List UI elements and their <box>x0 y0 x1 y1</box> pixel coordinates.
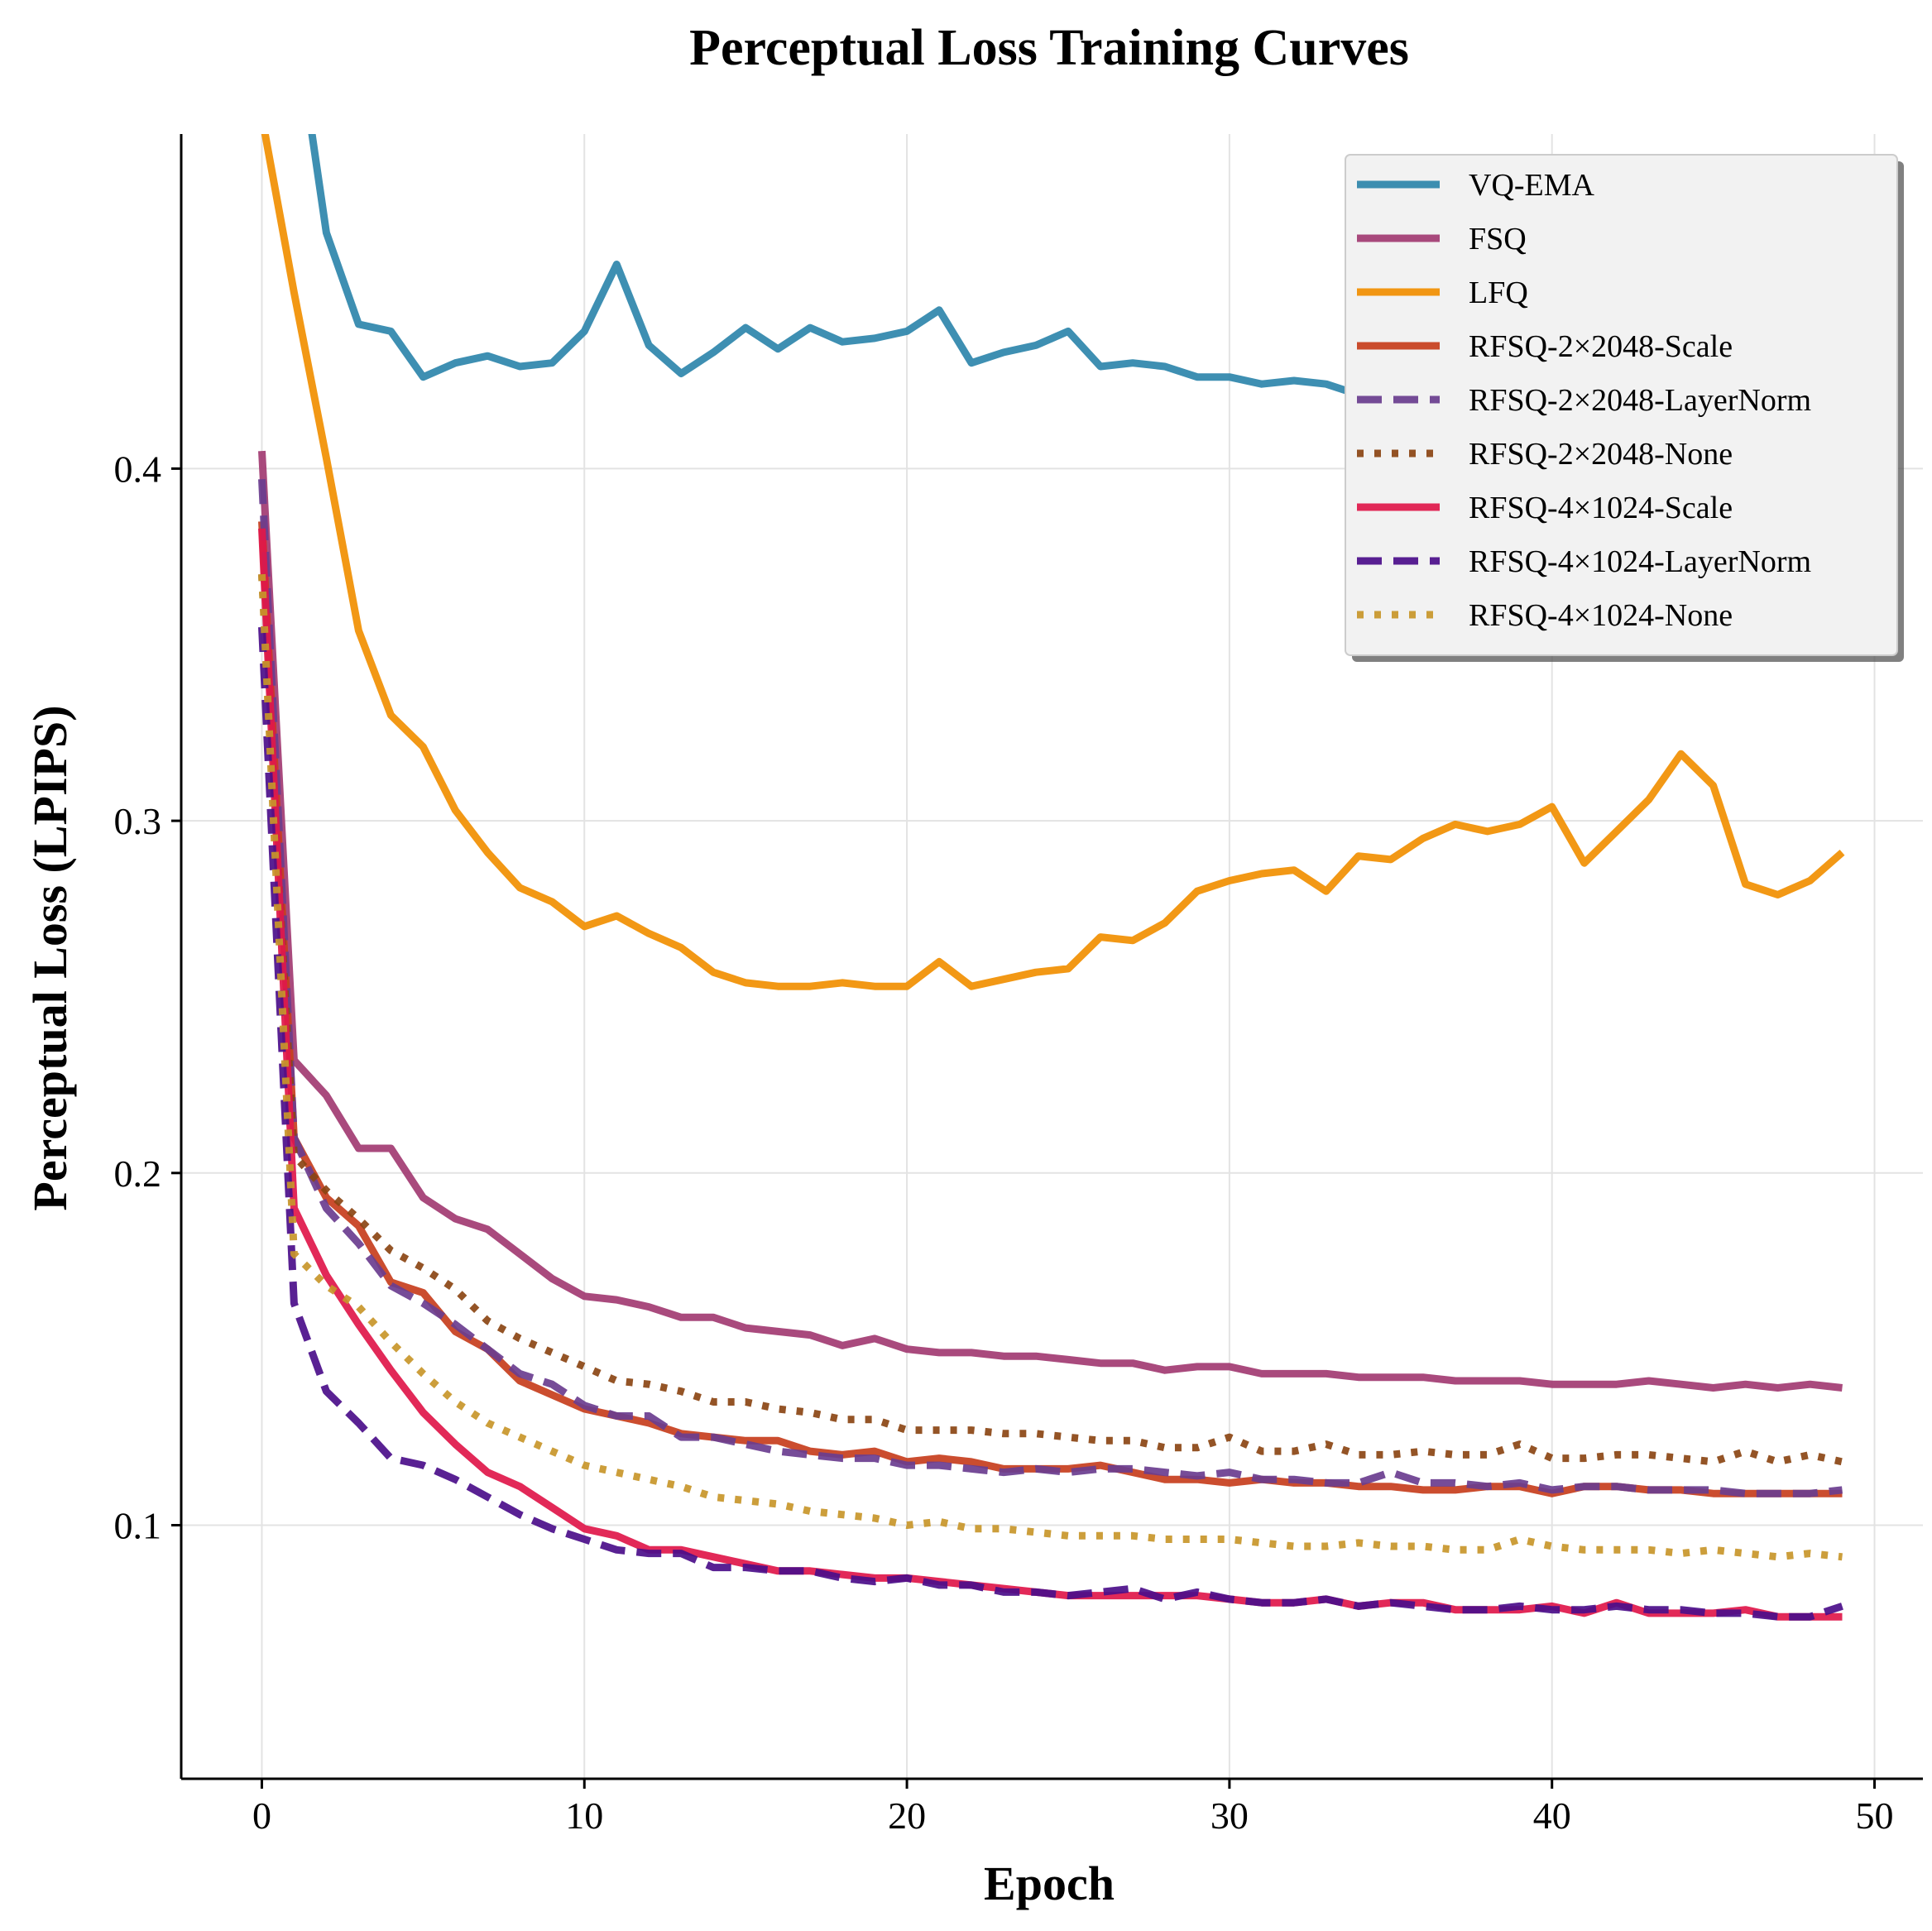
series-line-rfsq-2-2048-scale <box>258 521 1843 1497</box>
legend-label-fsq: FSQ <box>1469 222 1527 256</box>
series-line-rfsq-2-2048-layernorm <box>258 478 1843 1497</box>
legend-box <box>1345 154 1898 656</box>
series-line-rfsq-4-1024-scale <box>258 528 1843 1621</box>
legend-label-vq-ema: VQ-EMA <box>1469 168 1595 203</box>
x-axis-label: Epoch <box>984 1857 1115 1910</box>
legend-label-lfq: LFQ <box>1469 276 1528 310</box>
series-line-lfq <box>261 134 1845 990</box>
x-tick-label: 0 <box>252 1794 271 1837</box>
legend-label-rfsq-2-2048-none: RFSQ-2×2048-None <box>1469 437 1733 472</box>
legend-label-rfsq-4-1024-scale: RFSQ-4×1024-Scale <box>1469 491 1733 525</box>
y-ticks: 0.1 0.2 0.3 0.4 <box>114 448 181 1546</box>
legend-label-rfsq-2-2048-scale: RFSQ-2×2048-Scale <box>1469 329 1733 364</box>
series-line-rfsq-4-1024-none <box>258 573 1843 1561</box>
x-tick-label: 50 <box>1856 1794 1894 1837</box>
series-line-rfsq-2-2048-none <box>258 573 1843 1466</box>
y-tick-label: 0.3 <box>114 800 162 842</box>
legend: VQ-EMA FSQ LFQ RFSQ-2×2048-Scale RFSQ-2×2048… <box>1345 154 1904 662</box>
series-group <box>258 134 1845 1621</box>
y-tick-label: 0.4 <box>114 448 162 490</box>
legend-label-rfsq-4-1024-none: RFSQ-4×1024-None <box>1469 598 1733 633</box>
x-tick-label: 10 <box>565 1794 603 1837</box>
x-tick-label: 30 <box>1210 1794 1249 1837</box>
series-line-rfsq-4-1024-layernorm <box>258 626 1843 1621</box>
legend-label-rfsq-4-1024-layernorm: RFSQ-4×1024-LayerNorm <box>1469 544 1811 579</box>
x-tick-label: 40 <box>1533 1794 1571 1837</box>
x-tick-label: 20 <box>888 1794 926 1837</box>
chart-title: Perceptual Loss Training Curves <box>689 20 1409 76</box>
series-line-fsq <box>258 450 1843 1392</box>
x-ticks: 0 10 20 30 40 50 <box>252 1779 1894 1837</box>
y-axis-label: Perceptual Loss (LPIPS) <box>23 705 77 1210</box>
y-tick-label: 0.1 <box>114 1504 162 1546</box>
y-tick-label: 0.2 <box>114 1152 162 1195</box>
legend-label-rfsq-2-2048-layernorm: RFSQ-2×2048-LayerNorm <box>1469 383 1811 418</box>
legend-items: VQ-EMA FSQ LFQ RFSQ-2×2048-Scale RFSQ-2×2048… <box>1357 168 1811 633</box>
